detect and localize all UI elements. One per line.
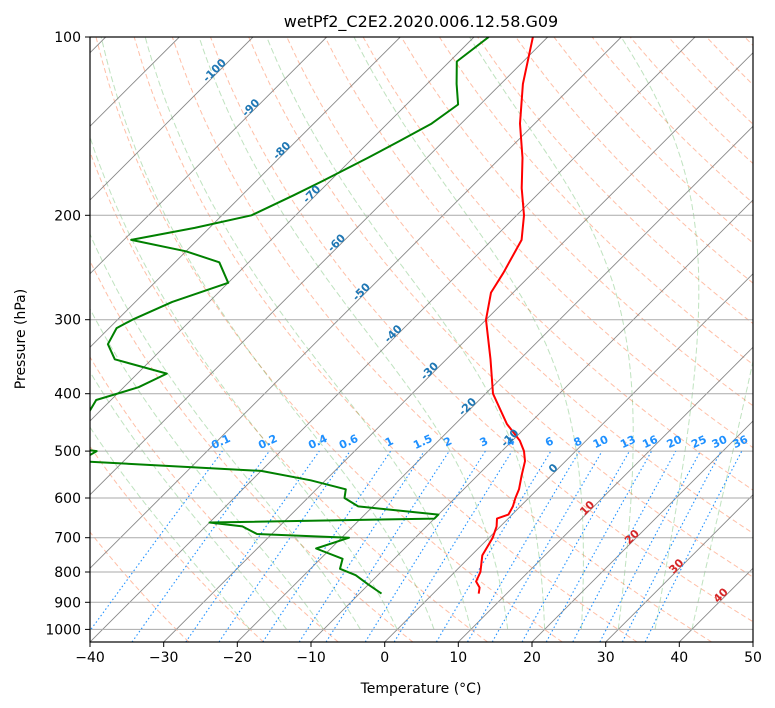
sounding-profiles: [90, 37, 534, 595]
isotherm-line: [531, 420, 753, 642]
y-tick-label: 700: [54, 531, 81, 547]
mixing-ratio-label: 25: [689, 433, 708, 451]
moist-adiabat-line: [90, 232, 361, 630]
x-tick-label: 50: [744, 650, 762, 666]
mixing-ratio-label: 16: [640, 433, 660, 451]
dry-adiabat-line: [90, 150, 488, 642]
moist-adiabat-line: [691, 358, 753, 630]
x-tick-label: 30: [597, 650, 615, 666]
y-tick-label: 600: [54, 491, 81, 507]
y-tick-label: 900: [54, 595, 81, 611]
y-tick-label: 300: [54, 313, 81, 329]
x-axis-title: Temperature (°C): [360, 681, 482, 697]
mixing-ratio-line: [185, 450, 320, 642]
y-tick-label: 100: [54, 30, 81, 46]
x-tick-label: 10: [449, 650, 467, 666]
x-tick-label: −10: [296, 650, 326, 666]
axis-ticks: −40 −30 −20 −10 0 10 20 30 40 50 1000 900 800 700 600 5…: [45, 30, 762, 666]
isotherm-line: [90, 37, 549, 496]
mixing-ratio-line: [393, 450, 513, 642]
mixing-ratio-line: [545, 450, 653, 642]
mixing-ratio-label: 20: [665, 433, 685, 451]
moist-adiabat-line: [90, 426, 251, 630]
chart-title: wetPf2_C2E2.2020.006.12.58.G09: [284, 12, 558, 32]
dry-adiabat-line: [90, 356, 339, 642]
isotherm-line: [605, 494, 753, 642]
dry-adiabat-line: [438, 37, 753, 366]
dry-adiabat-line: [248, 37, 753, 578]
mixing-ratio-line: [298, 450, 425, 642]
moist-adiabat-line: [469, 37, 634, 630]
moist-adiabat-line: [266, 37, 546, 630]
isotherm-line: [384, 273, 753, 642]
y-tick-label: 400: [54, 387, 81, 403]
x-tick-label: 40: [670, 650, 688, 666]
dry-adiabat-line: [171, 37, 712, 642]
mixing-ratio-label: 13: [618, 433, 637, 451]
moist-adiabat-line: [198, 37, 509, 630]
dry-adiabat-line: [210, 37, 753, 623]
dry-adiabat-line: [400, 37, 753, 407]
moist-adiabat-line: [90, 370, 288, 630]
dry-adiabat-line: [133, 37, 638, 642]
mixing-ratio-line: [521, 450, 630, 642]
isotherm-line: [90, 37, 328, 275]
mixing-ratio-line: [90, 450, 223, 632]
isotherm-line: [90, 37, 696, 642]
x-tick-label: 0: [380, 650, 389, 666]
mixing-ratio-line: [572, 450, 677, 642]
dry-adiabat-line: [324, 37, 753, 491]
x-tick-label: 20: [523, 650, 541, 666]
y-tick-label: 500: [54, 444, 81, 460]
mixing-ratio-label: 30: [710, 433, 730, 451]
mixing-ratio-line: [325, 450, 450, 642]
isotherm-line: [90, 37, 401, 348]
isotherm-line: [457, 346, 753, 642]
moist-adiabat-line: [100, 37, 435, 630]
y-tick-label: 1000: [45, 622, 81, 638]
isotherm-line: [90, 37, 475, 422]
dry-adiabat-line: [515, 37, 753, 284]
moist-adiabat-line: [620, 37, 700, 630]
isotherm-line: [90, 37, 254, 201]
mixing-ratio-label: 36: [731, 433, 751, 451]
mixing-ratio-line: [644, 450, 743, 642]
isotherm-line: [310, 199, 753, 642]
x-tick-label: −30: [149, 650, 179, 666]
moist-adiabat-line: [353, 37, 584, 630]
background-lines: [90, 37, 753, 642]
plot-frame: [89, 36, 754, 643]
temperature-profile-line: [475, 37, 534, 594]
dry-adiabat-line: [90, 531, 190, 642]
dry-adiabat-line: [90, 445, 264, 642]
moist-adiabat-line: [90, 135, 398, 630]
mixing-ratio-label: 10: [591, 433, 611, 451]
y-tick-label: 200: [54, 208, 81, 224]
y-tick-label: 800: [54, 565, 81, 581]
dewpoint-profile-line: [90, 37, 490, 595]
dry-adiabat-line: [95, 37, 563, 642]
x-tick-label: −20: [223, 650, 253, 666]
isotherm-line: [163, 52, 753, 642]
mixing-ratio-line: [131, 450, 270, 642]
mixing-ratio-line: [262, 450, 392, 642]
y-axis-title: Pressure (hPa): [13, 289, 29, 389]
x-tick-label: −40: [75, 650, 105, 666]
mixing-ratio-line: [218, 450, 351, 642]
